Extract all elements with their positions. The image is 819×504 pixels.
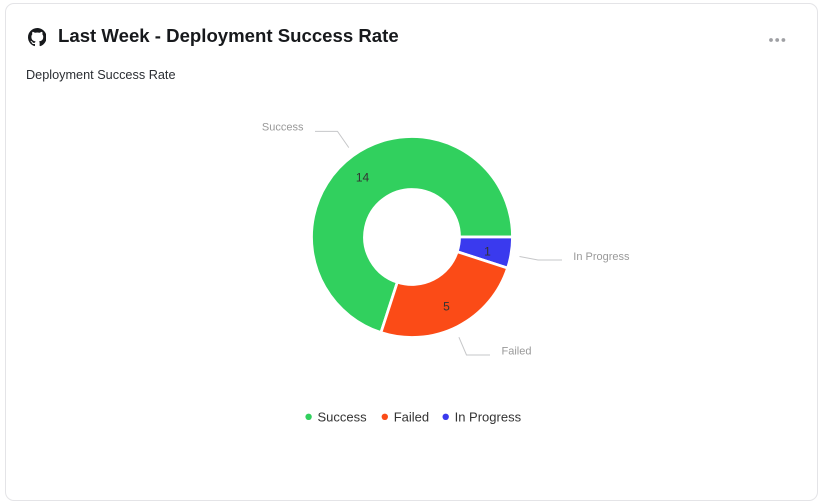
svg-text:In Progress: In Progress [455, 409, 522, 424]
svg-text:Success: Success [262, 122, 304, 134]
svg-text:In Progress: In Progress [573, 251, 630, 263]
svg-text:Success: Success [318, 409, 368, 424]
svg-text:Failed: Failed [502, 346, 532, 358]
svg-text:14: 14 [356, 171, 370, 185]
svg-text:5: 5 [443, 300, 450, 314]
svg-text:1: 1 [484, 245, 491, 259]
svg-text:Failed: Failed [394, 409, 429, 424]
